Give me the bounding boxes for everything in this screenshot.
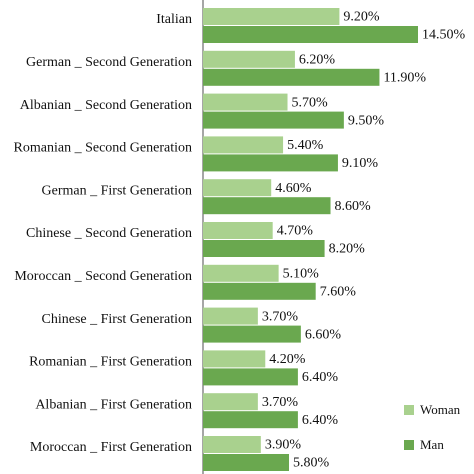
category-label: Albanian _ First Generation — [35, 397, 192, 412]
bar — [203, 197, 331, 215]
value-label: 5.10% — [283, 267, 320, 282]
value-label: 4.70% — [277, 224, 314, 239]
bar — [203, 368, 298, 386]
value-label: 4.20% — [269, 352, 306, 367]
category-label: Albanian _ Second Generation — [20, 98, 192, 113]
bar — [203, 68, 380, 86]
category-label: Chinese _ First Generation — [42, 312, 192, 327]
legend-swatch — [404, 405, 414, 415]
value-label: 5.40% — [287, 138, 324, 153]
category-label: Moroccan _ First Generation — [30, 440, 192, 455]
value-label: 7.60% — [320, 285, 357, 300]
value-label: 3.70% — [262, 309, 299, 324]
value-label: 5.80% — [293, 456, 330, 471]
category-label: German _ Second Generation — [26, 55, 192, 70]
bar — [203, 325, 301, 343]
legend-swatch — [404, 440, 414, 450]
bar — [203, 307, 258, 325]
bar — [203, 154, 338, 172]
category-label: Chinese _ Second Generation — [26, 226, 192, 241]
bar — [203, 136, 284, 154]
value-label: 6.60% — [305, 327, 342, 342]
bar — [203, 282, 316, 300]
bar — [203, 93, 288, 111]
bar — [203, 26, 418, 43]
bar — [203, 8, 340, 25]
bar — [203, 454, 289, 471]
category-label: Romanian _ Second Generation — [14, 141, 192, 156]
category-label: Italian — [156, 12, 192, 27]
bar — [203, 50, 295, 68]
value-label: 6.40% — [302, 413, 339, 428]
value-label: 4.60% — [275, 181, 312, 196]
legend-label: Woman — [420, 402, 461, 417]
bar — [203, 393, 258, 411]
bar — [203, 222, 273, 239]
bar — [203, 111, 344, 129]
bar — [203, 411, 298, 429]
value-label: 6.20% — [299, 53, 336, 68]
category-label: Moroccan _ Second Generation — [14, 269, 192, 284]
value-label: 6.40% — [302, 370, 339, 385]
value-label: 8.20% — [329, 242, 366, 257]
bar — [203, 350, 266, 368]
bar — [203, 240, 325, 257]
category-label: Romanian _ First Generation — [29, 355, 192, 370]
legend-label: Man — [420, 437, 444, 452]
value-label: 9.20% — [343, 10, 380, 25]
value-label: 5.70% — [292, 95, 329, 110]
value-label: 14.50% — [422, 28, 466, 43]
bar — [203, 264, 279, 282]
value-label: 11.90% — [383, 71, 426, 86]
value-label: 9.50% — [348, 113, 385, 128]
value-label: 9.10% — [342, 156, 379, 171]
category-label: German _ First Generation — [42, 183, 192, 198]
value-label: 3.90% — [265, 438, 302, 453]
bar — [203, 179, 272, 197]
value-label: 3.70% — [262, 395, 299, 410]
value-label: 8.60% — [335, 199, 372, 214]
bar — [203, 436, 261, 453]
